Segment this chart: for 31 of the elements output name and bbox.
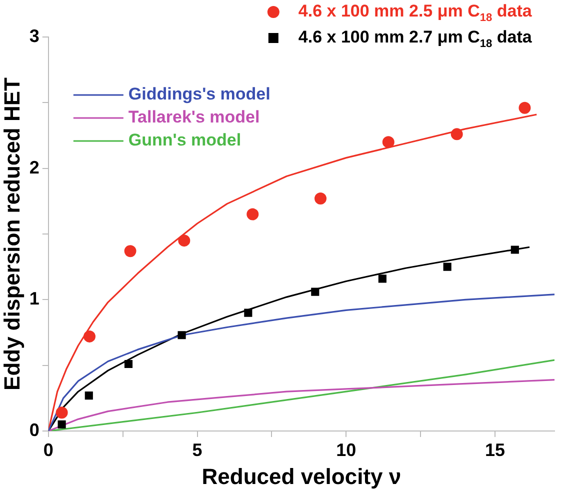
point [450,128,463,140]
point [84,392,93,400]
y-tick-label: 0 [29,420,40,440]
x-tick-label: 15 [484,440,505,460]
legend-label: Giddings's model [128,84,270,104]
point [124,360,133,368]
point [83,330,96,342]
legend-label: Tallarek's model [128,108,260,127]
point [124,245,136,258]
point [311,288,320,296]
point [378,274,386,283]
point [443,262,452,271]
y-tick-label: 1 [29,288,40,309]
x-tick-label: 0 [43,440,54,460]
point [510,246,519,254]
x-axis-title: Reduced velocity ν [202,464,402,489]
x-tick-label: 10 [336,440,356,460]
point [246,208,259,220]
point [56,406,68,419]
point [178,234,190,247]
y-axis-title: Eddy dispersion reduced HET [0,76,24,390]
point [58,420,66,428]
y-tick-label: 3 [29,26,40,46]
point [244,308,252,317]
x-tick-label: 5 [192,440,202,460]
legend-label: Gunn's model [128,130,242,150]
point [382,136,394,148]
point [178,331,186,340]
point [518,102,531,114]
point [314,192,327,205]
y-tick-label: 2 [29,157,40,178]
